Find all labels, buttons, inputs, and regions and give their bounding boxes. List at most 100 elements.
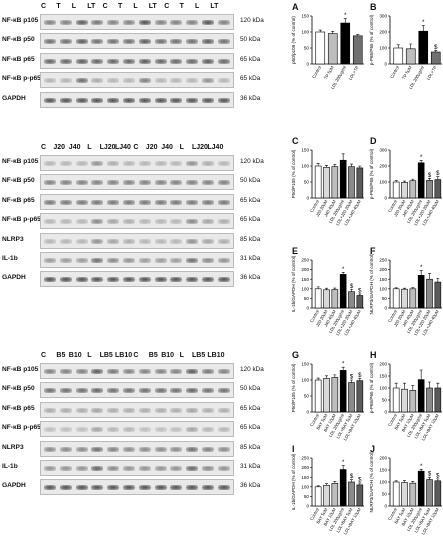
chart-svg: p50/p105 (% of control) 0 50 100 150 Control T…: [291, 13, 364, 90]
protein-band: [107, 277, 120, 283]
lane-label: L: [87, 144, 92, 151]
protein-band: [154, 58, 167, 64]
protein-band: [202, 485, 214, 491]
protein-band: [44, 20, 56, 25]
bar: [331, 377, 339, 413]
protein-band: [202, 446, 214, 452]
error-bar: [358, 293, 362, 296]
protein-band: [138, 485, 151, 491]
error-bar: [419, 369, 423, 380]
protein-band: [91, 20, 104, 25]
category-label: Control: [309, 507, 320, 521]
protein-band: [59, 369, 72, 374]
protein-band: [217, 466, 230, 471]
protein-band: [44, 180, 56, 186]
protein-band: [186, 388, 199, 394]
protein-band: [202, 369, 214, 374]
protein-label: NF-κB p50: [2, 385, 35, 393]
bar: [339, 469, 347, 507]
protein-band: [186, 199, 199, 205]
blot-strip: [40, 252, 234, 268]
protein-band: [107, 58, 120, 64]
protein-band: [186, 407, 199, 413]
category-label: TP 5μM: [323, 65, 335, 81]
bar: [331, 166, 339, 199]
protein-band: [202, 277, 214, 283]
chart-svg: NLRP3/GAPDH (% of control) 0 50 100 150 200 25…: [369, 253, 442, 336]
y-tick-label: 50: [382, 492, 388, 497]
error-bar: [428, 178, 431, 181]
protein-band: [123, 199, 135, 205]
protein-band: [202, 427, 214, 433]
molecular-weight-label: 65 kDa: [240, 424, 261, 432]
y-axis-label: IL-1b/GAPDH (% of control): [291, 453, 296, 510]
lane-label: LB10: [207, 352, 225, 359]
blot-row: GAPDH 36 kDa: [0, 91, 270, 109]
protein-band: [107, 466, 120, 471]
protein-band: [91, 219, 104, 225]
protein-band: [44, 161, 56, 166]
protein-band: [170, 369, 183, 374]
molecular-weight-label: 31 kDa: [240, 463, 261, 470]
protein-band: [170, 446, 183, 452]
bar: [409, 482, 417, 507]
panel-letter: H: [370, 350, 377, 360]
protein-band: [154, 258, 167, 263]
lane-label: J20: [53, 144, 66, 151]
protein-band: [91, 238, 104, 244]
protein-label: IL-1b: [2, 255, 18, 262]
error-bar: [403, 382, 406, 390]
panel-letter: I: [292, 444, 295, 454]
protein-band: [44, 407, 56, 413]
protein-band: [138, 466, 151, 471]
blot-strip: [40, 440, 234, 457]
protein-band: [59, 388, 72, 394]
significance-marker: *: [342, 460, 345, 466]
protein-band: [202, 258, 214, 263]
bar: [392, 181, 400, 199]
protein-band: [154, 161, 167, 166]
bar-chart-f: F NLRP3/GAPDH (% of control) 0 50 100 150 200 2…: [369, 246, 443, 351]
significance-marker: $: [350, 284, 354, 290]
molecular-weight-label: 120 kDa: [240, 158, 264, 165]
blot-row: IL-1b 31 kDa: [0, 459, 270, 477]
lane-label: C: [41, 352, 47, 359]
protein-band: [170, 466, 183, 471]
bar: [409, 180, 417, 199]
protein-band: [91, 427, 104, 433]
chart-svg: P50/P105 (% of control) 050100150ControlB…: [291, 362, 364, 441]
y-tick-label: 0: [306, 504, 309, 509]
protein-band: [170, 407, 183, 413]
y-tick-label: 50: [382, 296, 388, 301]
y-tick-label: 100: [301, 378, 309, 383]
molecular-weight-label: 85 kDa: [240, 443, 261, 451]
protein-band: [59, 58, 72, 64]
y-tick-label: 300: [379, 14, 387, 19]
blot-strip: [40, 232, 234, 249]
protein-band: [202, 97, 214, 103]
error-bar: [316, 485, 320, 487]
protein-band: [138, 199, 151, 205]
y-axis-label: p50/p105 (% of control): [291, 16, 296, 64]
error-bar: [358, 378, 362, 381]
protein-band: [75, 20, 88, 25]
protein-label: NLRP3: [2, 443, 24, 451]
error-bar: [403, 480, 406, 483]
error-bar: [394, 480, 398, 482]
significance-marker: *: [342, 362, 345, 368]
blot-strip: [40, 401, 234, 418]
protein-band: [186, 161, 199, 166]
bar: [348, 291, 355, 309]
protein-band: [123, 180, 135, 186]
blot-row: NF-κB p-p65 65 kDa: [0, 420, 270, 438]
lane-label: L: [71, 3, 77, 10]
error-bar: [411, 287, 415, 289]
protein-band: [59, 78, 72, 84]
blot-strip: [40, 33, 234, 50]
molecular-weight-label: 36 kDa: [240, 274, 261, 282]
protein-band: [202, 20, 214, 25]
blot-row: NF-κB p65 65 kDa: [0, 401, 270, 419]
lane-label: C: [164, 3, 170, 10]
protein-band: [170, 485, 183, 491]
protein-band: [138, 39, 151, 45]
